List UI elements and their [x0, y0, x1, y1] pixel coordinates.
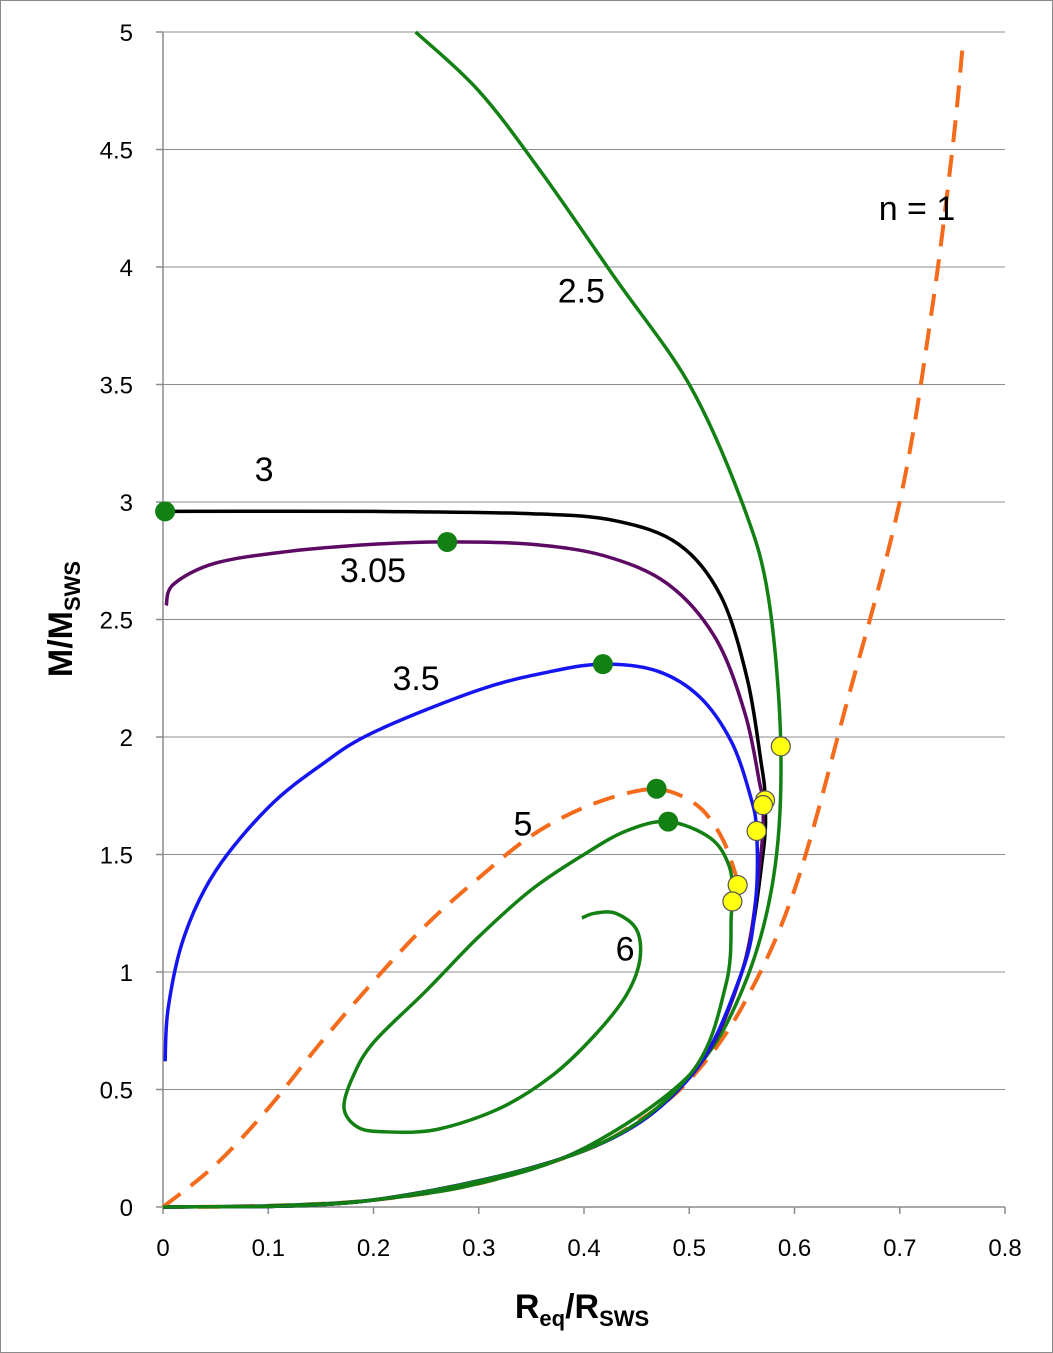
- x-tick-label: 0: [156, 1235, 169, 1262]
- series-line-6: [162, 819, 736, 1209]
- y-title-sub: SWS: [60, 561, 85, 611]
- x-tick-label: 0.5: [673, 1235, 706, 1262]
- markers: [155, 501, 791, 912]
- curve-label: n = 1: [879, 190, 956, 228]
- yellow-marker: [752, 795, 774, 816]
- x-axis-title: Req/RSWS: [515, 1288, 649, 1331]
- y-tick-label: 1: [120, 960, 133, 987]
- y-tick-label: 2: [120, 725, 133, 752]
- y-axis-title: M/MSWS: [42, 561, 85, 677]
- series-line-2-5: [162, 30, 783, 1209]
- curve-labels: n = 1 2.5 3 3.05 3.5 5 6: [255, 190, 956, 968]
- green-marker: [437, 531, 458, 552]
- series-lines: [161, 30, 965, 1209]
- yellow-marker: [770, 736, 791, 757]
- series-line-n1: [162, 43, 965, 1209]
- x-tick-label: 0.7: [883, 1235, 916, 1262]
- x-title-sep: /R: [565, 1288, 599, 1326]
- x-tick-label: 0.1: [252, 1235, 285, 1262]
- green-marker: [155, 501, 176, 522]
- x-tick-label: 0.3: [462, 1235, 495, 1262]
- y-tick-label: 0: [120, 1195, 133, 1222]
- x-tick-label: 0.2: [357, 1235, 390, 1262]
- yellow-marker: [722, 891, 743, 912]
- y-title-main: M/M: [42, 611, 80, 677]
- green-marker: [592, 654, 613, 675]
- x-tick-label: 0.6: [778, 1235, 811, 1262]
- curve-label: 3: [255, 451, 274, 489]
- grid-lines: [163, 31, 1005, 1090]
- y-tick-label: 0.5: [100, 1078, 133, 1105]
- x-title-sub-sws: SWS: [599, 1306, 649, 1331]
- green-marker: [646, 778, 667, 799]
- x-title-sub-eq: eq: [539, 1306, 565, 1331]
- series-line-5: [161, 786, 740, 1209]
- green-marker: [658, 811, 679, 832]
- x-tick-label: 0.8: [988, 1235, 1021, 1262]
- curve-label: 3.05: [340, 552, 406, 590]
- x-title-main: R: [515, 1288, 540, 1326]
- y-tick-label: 5: [120, 20, 133, 47]
- curve-label: 5: [513, 806, 532, 844]
- y-tick-label: 3.5: [100, 373, 133, 400]
- y-tick-label: 3: [120, 490, 133, 517]
- curve-label: 2.5: [558, 272, 605, 310]
- series-line-3-05: [162, 540, 765, 1209]
- y-tick-label: 4.5: [100, 138, 133, 165]
- curve-label: 6: [616, 930, 635, 968]
- y-axis-ticks: 0 0.5 1 1.5 2 2.5 3 3.5 4 4.5 5: [100, 20, 163, 1222]
- y-tick-label: 1.5: [100, 843, 133, 870]
- x-tick-label: 0.4: [567, 1235, 600, 1262]
- x-axis-ticks: 0 0.1 0.2 0.3 0.4 0.5 0.6 0.7 0.8: [156, 1207, 1022, 1262]
- y-tick-label: 2.5: [100, 608, 133, 635]
- series-line-3: [162, 509, 768, 1209]
- yellow-marker: [746, 820, 767, 842]
- y-tick-label: 4: [120, 255, 133, 282]
- curve-label: 3.5: [392, 660, 439, 698]
